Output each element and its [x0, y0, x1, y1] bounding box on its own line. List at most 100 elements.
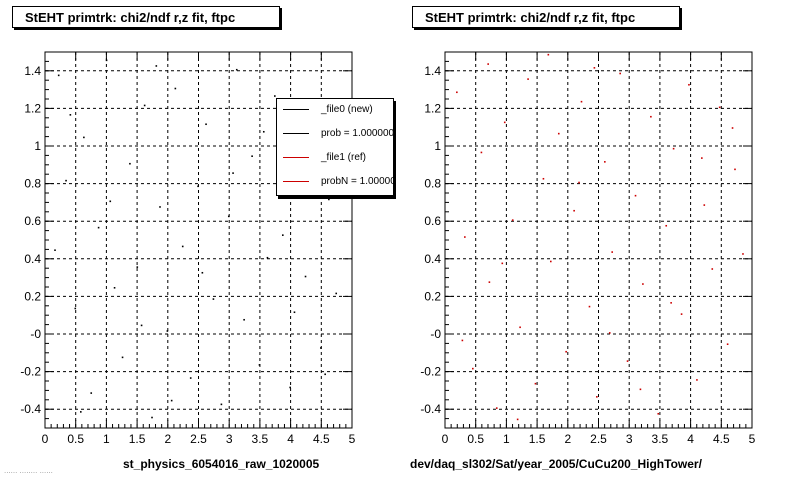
right-data-point-0-33 [711, 268, 714, 270]
left-data-point-0-8 [121, 356, 124, 359]
left-x-tick-label-5: 2.5 [190, 432, 207, 446]
left-data-point-0-24 [243, 318, 245, 321]
right-y-tick-label-9: 1.4 [424, 64, 441, 78]
legend-line-file0 [283, 108, 309, 110]
legend-box: _file0 (new) prob = 1.000000 _file1 (ref… [276, 98, 394, 196]
left-data-point-0-7 [113, 287, 116, 289]
right-x-tick-label-1: 0.5 [467, 432, 484, 446]
left-data-point-0-46 [293, 311, 296, 314]
right-data-point-0-13 [557, 132, 560, 135]
left-data-point-0-22 [227, 215, 230, 218]
right-x-tick-label-10: 5 [749, 432, 756, 446]
left-data-point-0-34 [320, 347, 322, 349]
right-plot-frame [444, 51, 753, 429]
right-data-point-0-10 [534, 382, 537, 385]
right-data-point-0-3 [480, 151, 483, 154]
left-x-tick-label-3: 1.5 [129, 432, 146, 446]
right-y-tick-label-1: -0.2 [420, 365, 441, 379]
left-data-point-0-28 [274, 95, 276, 97]
left-data-point-0-47 [324, 373, 326, 376]
right-data-point-0-12 [549, 260, 552, 263]
right-data-point-0-49 [593, 67, 596, 69]
right-data-point-0-38 [461, 339, 464, 342]
right-x-tick-label-8: 4 [687, 432, 694, 446]
left-data-point-0-16 [181, 245, 184, 248]
right-data-point-0-5 [495, 407, 498, 409]
left-data-point-0-20 [212, 298, 215, 300]
left-data-point-0-35 [328, 198, 330, 201]
right-y-tick-label-4: 0.4 [424, 252, 441, 266]
right-data-point-0-11 [542, 177, 545, 180]
right-data-point-0-16 [580, 100, 583, 103]
left-data-point-0-10 [136, 266, 139, 268]
left-data-point-0-3 [83, 136, 85, 139]
right-data-point-0-1 [464, 236, 466, 238]
right-data-point-0-6 [503, 121, 506, 124]
legend-label-prob: prob = 1.000000 [321, 127, 394, 139]
right-data-point-0-17 [588, 305, 591, 308]
right-data-point-0-31 [696, 379, 698, 381]
right-y-tick-label-3: 0.2 [424, 289, 441, 303]
right-data-point-0-45 [670, 302, 672, 304]
left-data-point-0-45 [262, 130, 265, 133]
right-data-point-0-44 [639, 388, 642, 391]
left-data-point-0-19 [205, 123, 207, 126]
right-y-tick-label-5: 0.6 [424, 214, 441, 228]
left-data-point-0-43 [201, 271, 204, 274]
left-data-point-0-21 [220, 403, 223, 406]
left-data-point-0-49 [155, 65, 158, 67]
left-data-point-0-12 [151, 416, 153, 419]
legend-line-probn [283, 180, 309, 182]
left-data-point-0-38 [54, 249, 56, 251]
right-data-point-0-28 [672, 147, 675, 150]
right-data-point-0-32 [703, 204, 706, 206]
right-x-axis-label: dev/daq_sl302/Sat/year_2005/CuCu200_High… [410, 457, 702, 471]
left-data-point-0-40 [109, 200, 112, 203]
left-data-point-0-25 [251, 155, 253, 157]
right-data-point-0-42 [578, 181, 580, 184]
left-x-tick-label-9: 4.5 [313, 432, 330, 446]
left-data-point-0-29 [282, 234, 284, 236]
left-y-tick-label-7: 1 [34, 139, 41, 153]
left-x-tick-label-8: 4 [287, 432, 294, 446]
right-data-point-0-36 [734, 168, 736, 171]
right-x-tick-label-4: 2 [564, 432, 571, 446]
left-data-point-0-9 [129, 162, 131, 165]
left-x-tick-label-0: 0 [42, 432, 49, 446]
left-data-point-0-0 [57, 74, 60, 77]
left-data-point-0-32 [304, 275, 307, 278]
right-data-point-0-15 [573, 209, 575, 212]
right-data-point-0-2 [472, 367, 474, 370]
left-y-tick-label-5: 0.6 [24, 214, 41, 228]
left-data-point-0-11 [143, 104, 146, 107]
left-x-axis-label: st_physics_6054016_raw_1020005 [123, 457, 320, 471]
right-data-point-0-48 [501, 262, 504, 265]
left-x-tick-label-1: 0.5 [67, 432, 84, 446]
left-y-tick-label-3: 0.2 [24, 289, 41, 303]
left-data-point-0-4 [90, 392, 93, 394]
left-data-point-0-5 [97, 226, 100, 229]
right-data-point-0-47 [731, 127, 734, 129]
right-data-point-0-0 [456, 91, 458, 94]
right-y-tick-label-6: 0.8 [424, 177, 441, 191]
left-data-point-0-18 [197, 185, 199, 188]
left-chart-title: StEHT primtrk: chi2/ndf r,z fit, ftpc [12, 6, 280, 28]
left-data-point-0-23 [235, 68, 238, 71]
left-data-point-0-14 [166, 330, 169, 332]
right-data-point-0-19 [604, 161, 606, 163]
left-data-point-0-27 [266, 256, 269, 259]
legend-label-file1: _file1 (ref) [321, 151, 367, 163]
left-data-point-0-17 [189, 377, 192, 379]
right-x-tick-label-3: 1.5 [529, 432, 546, 446]
right-x-tick-label-9: 4.5 [713, 432, 730, 446]
right-data-point-0-39 [487, 63, 489, 65]
right-y-tick-label-2: -0 [430, 327, 441, 341]
right-data-point-0-30 [688, 83, 690, 86]
right-data-point-0-46 [701, 157, 703, 159]
right-data-point-0-20 [611, 251, 613, 253]
legend-entry-file1: _file1 (ref) [277, 149, 393, 165]
right-data-point-0-24 [642, 283, 644, 285]
left-data-point-0-41 [140, 324, 143, 327]
